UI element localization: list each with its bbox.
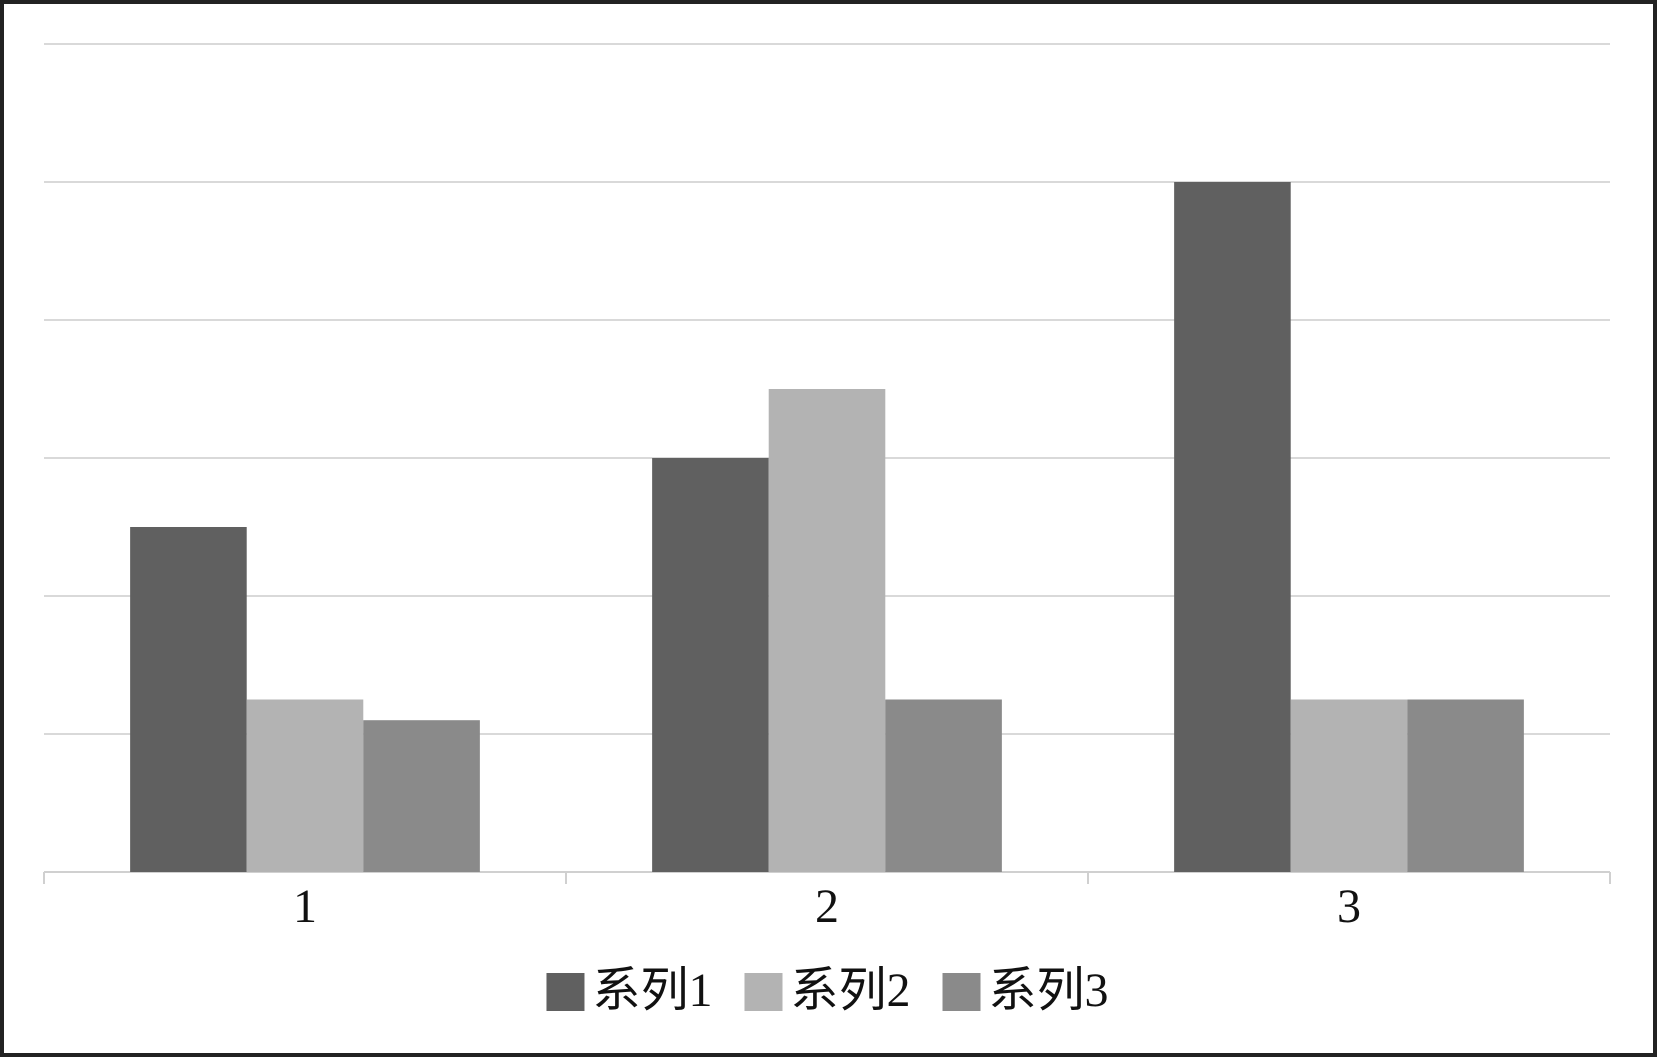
bar [885,699,1002,872]
bar [130,527,247,872]
bar [246,699,364,872]
bar [768,389,886,872]
legend-label: 系列3 [989,964,1109,1017]
legend-swatch [744,973,783,1011]
x-tick-label: 3 [1337,880,1361,933]
bar [363,720,480,872]
bar [1407,699,1524,872]
legend-swatch [546,973,585,1011]
bar [1290,699,1408,872]
bar [1174,182,1291,872]
x-tick-label: 1 [293,880,317,933]
legend-label: 系列1 [592,964,712,1017]
legend-swatch [942,973,981,1011]
x-tick-label: 2 [815,880,839,933]
legend-label: 系列2 [790,964,910,1017]
bar [652,458,769,872]
